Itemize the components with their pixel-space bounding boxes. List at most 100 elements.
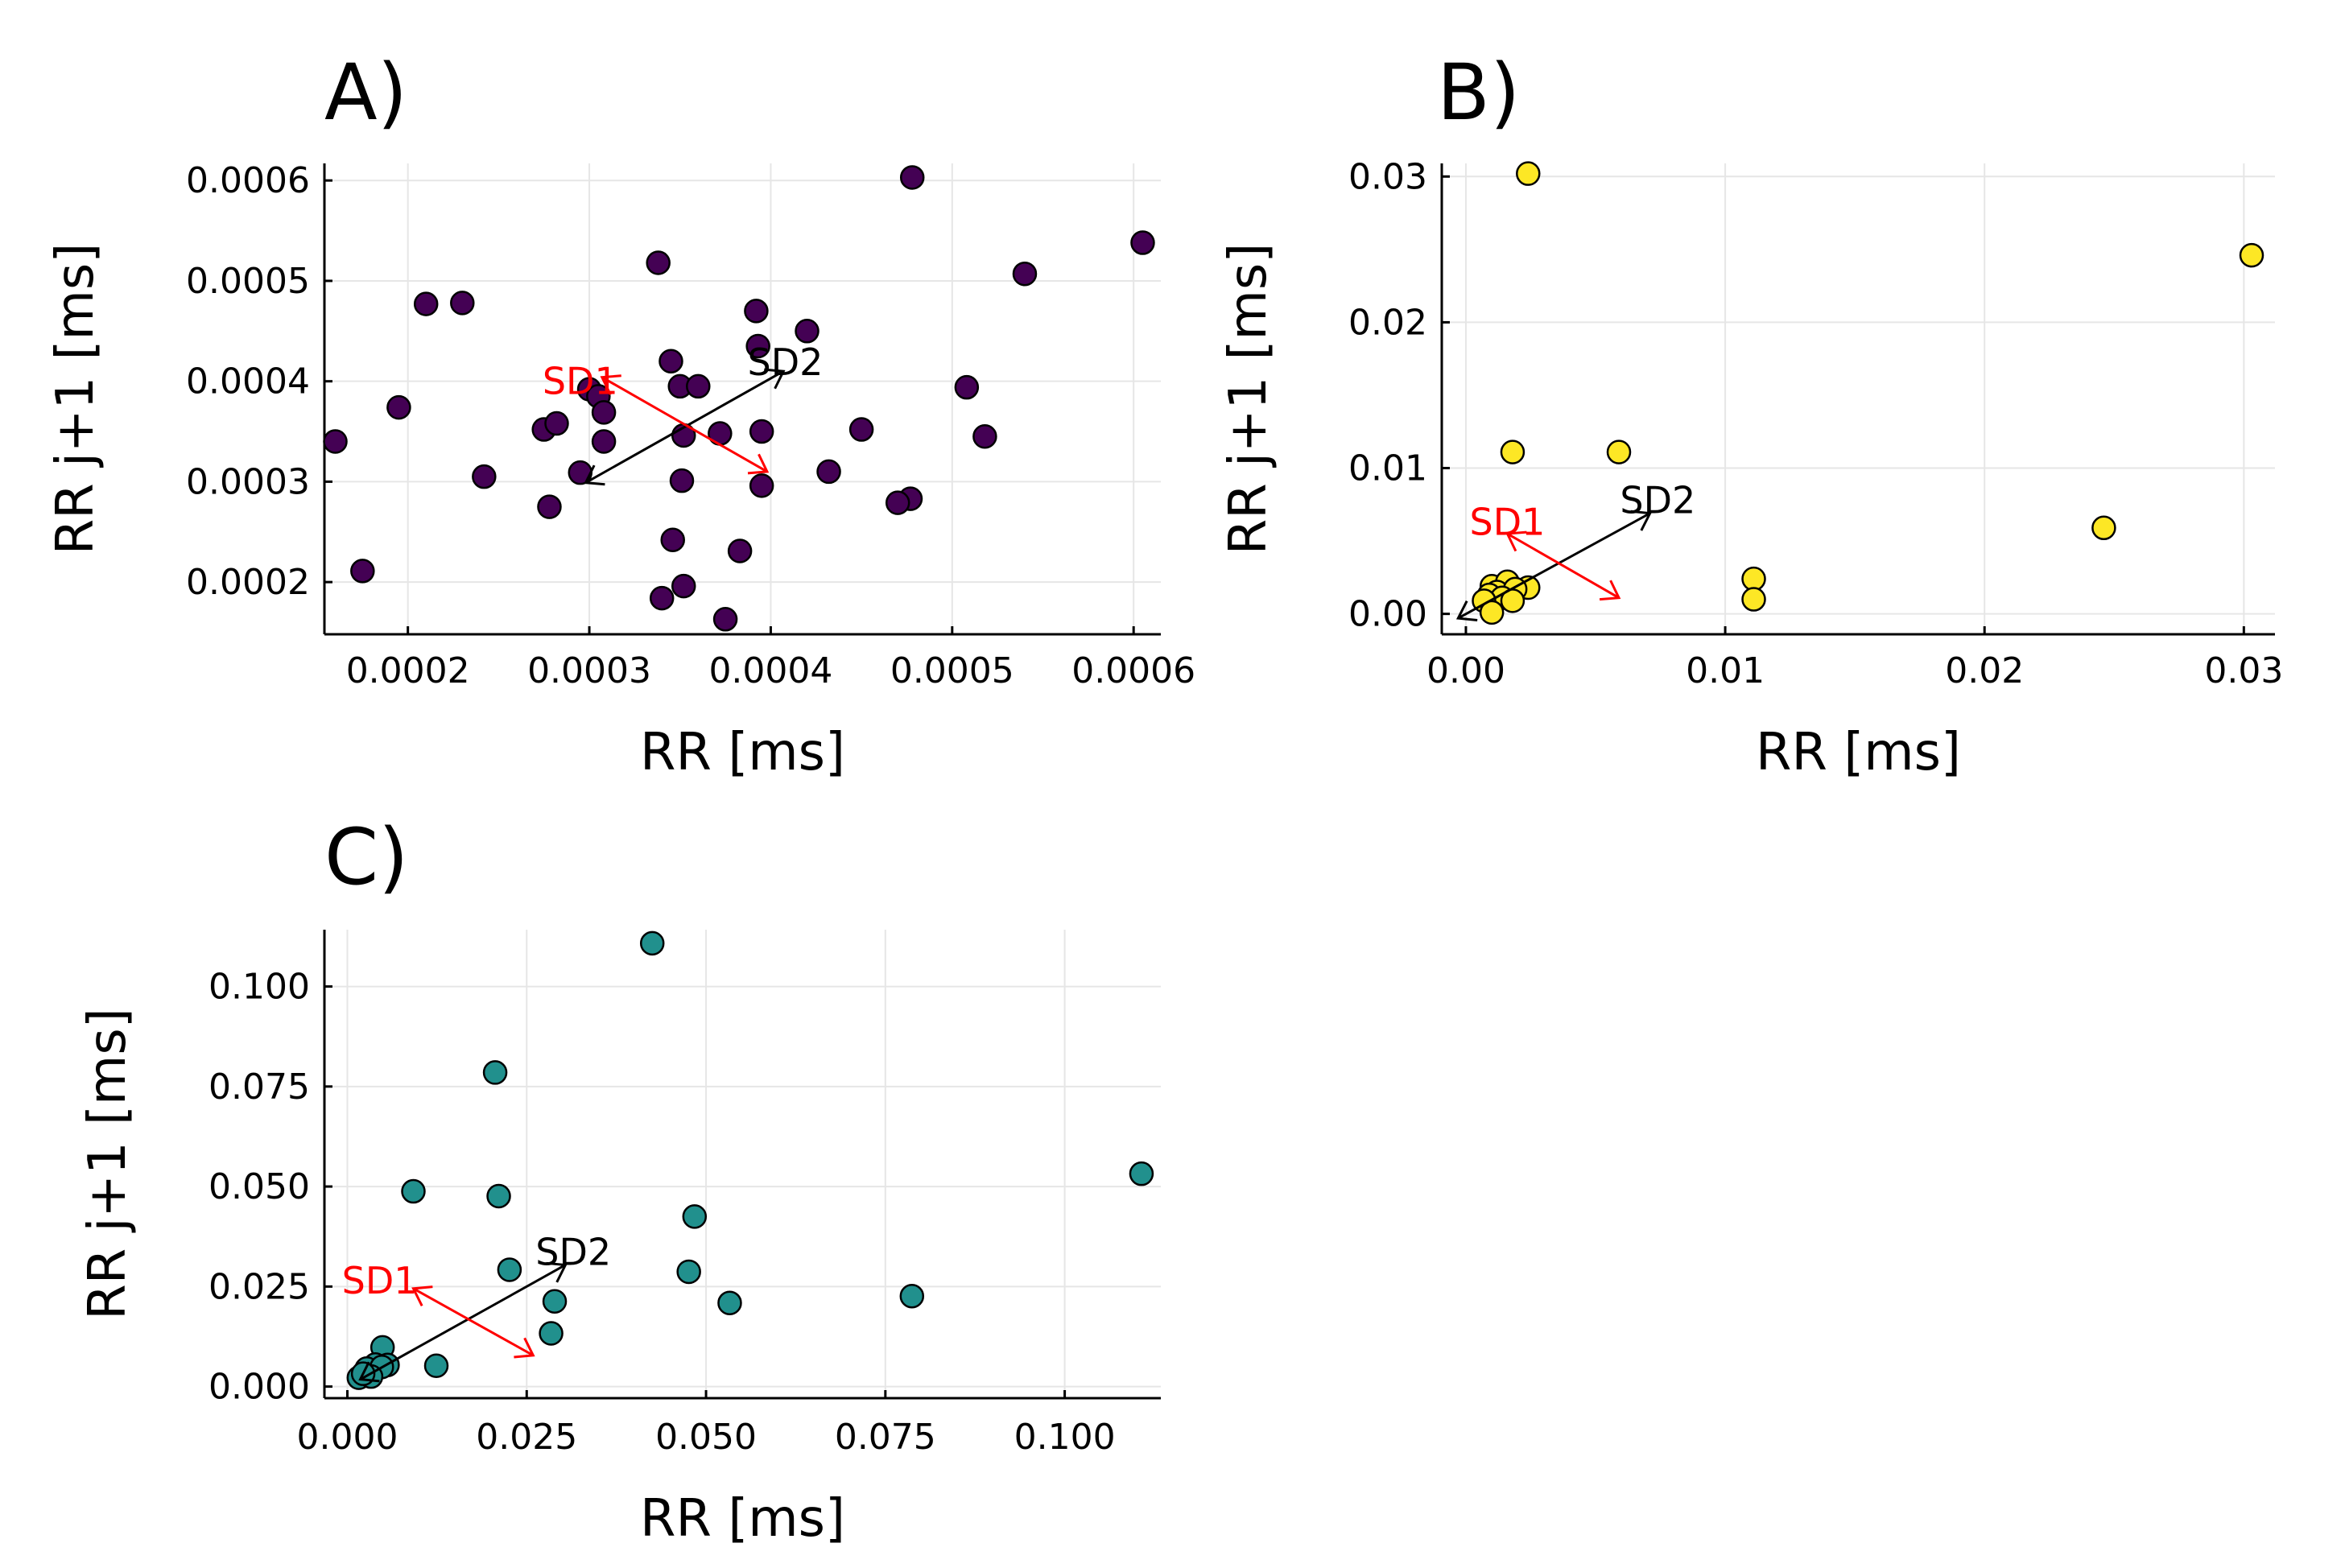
data-point — [745, 333, 770, 359]
x-axis-label: RR [ms] — [640, 723, 845, 782]
data-point — [423, 1353, 449, 1378]
panel-b: 0.00 0.01 0.02 0.03 0.00 0.01 0.02 0.03 RR [ms] R… — [1219, 47, 2283, 782]
sd2-arrowhead-origin — [584, 464, 605, 486]
data-point — [1741, 587, 1766, 612]
data-point — [2091, 515, 2116, 541]
sd1-arrow — [1506, 532, 1620, 600]
data-point — [954, 374, 980, 400]
x-tick-label: 0.0003 — [527, 650, 651, 691]
data-point — [413, 291, 439, 316]
y-tick-label: 0.0005 — [186, 261, 310, 302]
data-point — [544, 411, 569, 436]
data-point — [795, 319, 820, 344]
panel-c: 0.000 0.025 0.050 0.075 0.100 0.000 0.025 0.050… — [78, 812, 1161, 1549]
sd2-arrow — [359, 1264, 567, 1380]
data-point — [401, 1178, 426, 1204]
data-point — [1500, 439, 1525, 464]
y-tick-label: 0.01 — [1348, 448, 1427, 489]
data-point — [686, 373, 711, 399]
data-point — [972, 424, 997, 449]
data-point — [646, 250, 671, 275]
y-tick-label: 0.00 — [1348, 594, 1427, 635]
data-point — [472, 464, 497, 489]
sd1-label: SD1 — [543, 360, 618, 403]
data-point — [1516, 161, 1541, 186]
x-tick-label: 0.075 — [835, 1417, 936, 1458]
data-point — [848, 417, 874, 442]
panel-a: 0.0002 0.0003 0.0004 0.0005 0.0006 0.0002 0.00… — [46, 47, 1195, 782]
data-point — [591, 400, 617, 425]
x-tick-label: 0.01 — [1686, 650, 1765, 691]
data-point — [350, 559, 375, 584]
data-point — [450, 291, 475, 316]
y-tick-label: 0.0006 — [186, 160, 310, 201]
data-point — [386, 394, 411, 420]
sd1-label: SD1 — [1470, 501, 1546, 544]
panel-title: A) — [324, 47, 407, 138]
y-tick-label: 0.025 — [208, 1266, 310, 1307]
data-point — [649, 585, 675, 611]
data-point — [1741, 566, 1766, 592]
data-point — [1012, 261, 1038, 287]
data-point — [1130, 230, 1155, 255]
data-point — [744, 299, 769, 324]
sd2-label: SD2 — [748, 340, 824, 384]
x-tick-label: 0.000 — [297, 1417, 398, 1458]
sd2-arrowhead — [764, 368, 786, 390]
x-tick-label: 0.050 — [655, 1417, 757, 1458]
sd1-arrowhead-upper — [600, 374, 621, 395]
data-point — [2239, 242, 2264, 268]
data-point — [1129, 1161, 1154, 1186]
data-point — [682, 1204, 708, 1229]
data-point — [1606, 439, 1632, 464]
y-tick-label: 0.03 — [1348, 156, 1427, 197]
data-point — [537, 494, 562, 519]
sd1-arrowhead-lower — [747, 453, 770, 475]
y-tick-label: 0.02 — [1348, 302, 1427, 343]
data-point — [671, 573, 696, 599]
sd2-arrowhead — [546, 1261, 568, 1283]
data-point — [539, 1321, 564, 1346]
y-axis-label: RR j+1 [ms] — [1219, 243, 1278, 555]
data-point — [899, 1284, 925, 1309]
data-point — [727, 538, 753, 563]
x-tick-label: 0.0005 — [890, 650, 1014, 691]
data-point — [323, 429, 348, 454]
y-tick-label: 0.0003 — [186, 461, 310, 502]
data-point — [486, 1183, 511, 1209]
data-point — [717, 1290, 742, 1315]
y-tick-label: 0.050 — [208, 1166, 310, 1207]
sd1-arrow — [601, 376, 768, 473]
data-point — [669, 468, 695, 493]
data-point — [639, 930, 665, 956]
sd2-arrowhead-origin — [1455, 600, 1478, 621]
sd2-label: SD2 — [535, 1231, 611, 1274]
data-point — [482, 1060, 508, 1085]
x-tick-label: 0.03 — [2204, 650, 2283, 691]
data-point — [712, 607, 738, 632]
x-tick-label: 0.0004 — [708, 650, 832, 691]
sd2-label: SD2 — [1620, 478, 1695, 522]
x-tick-label: 0.02 — [1945, 650, 2024, 691]
data-point — [676, 1259, 701, 1285]
x-tick-label: 0.00 — [1426, 650, 1505, 691]
y-tick-label: 0.100 — [208, 967, 310, 1008]
x-tick-label: 0.025 — [476, 1417, 577, 1458]
y-axis-label: RR j+1 [ms] — [46, 243, 105, 555]
y-axis-label: RR j+1 [ms] — [78, 1008, 138, 1319]
data-point — [885, 490, 910, 515]
sd2-arrowhead-origin — [358, 1361, 380, 1383]
data-point — [497, 1257, 522, 1282]
x-tick-label: 0.0002 — [346, 650, 470, 691]
data-point — [658, 349, 683, 373]
data-point — [899, 165, 925, 190]
y-tick-label: 0.075 — [208, 1067, 310, 1108]
sd2-arrow — [584, 369, 784, 484]
x-tick-label: 0.100 — [1014, 1417, 1116, 1458]
x-axis-label: RR [ms] — [1756, 723, 1961, 782]
panel-title: B) — [1437, 47, 1520, 138]
sd1-arrow — [412, 1287, 535, 1357]
sd1-arrowhead-lower — [514, 1337, 535, 1359]
